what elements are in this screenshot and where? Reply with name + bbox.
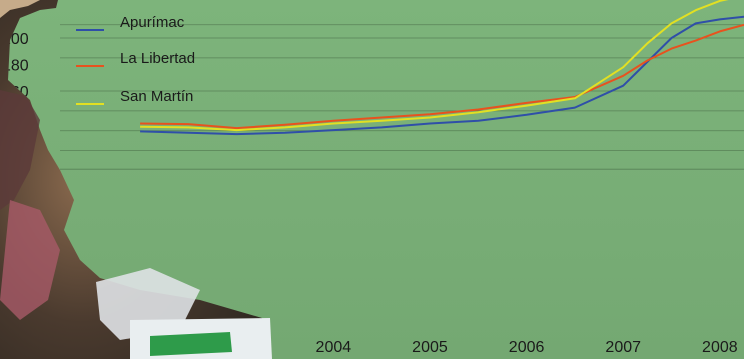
x-tick-label: 2007: [605, 339, 641, 356]
series-line-0: [140, 15, 744, 136]
legend-item-san-martin: San Martín: [76, 88, 193, 105]
legend-label-apurimac: Apurímac: [120, 14, 185, 31]
gridlines: [60, 24, 744, 170]
x-tick-label: 2006: [509, 339, 545, 356]
legend-label-la-libertad: La Libertad: [120, 50, 195, 67]
photo-overlay: [0, 0, 272, 359]
legend-item-la-libertad: La Libertad: [76, 50, 195, 67]
x-tick-label: 2004: [316, 339, 352, 356]
legend-label-san-martin: San Martín: [120, 88, 193, 105]
series-lines: [140, 0, 744, 136]
series-line-2: [140, 0, 729, 132]
legend-item-apurimac: Apurímac: [76, 14, 185, 31]
x-tick-label: 2008: [702, 339, 738, 356]
x-tick-label: 2005: [412, 339, 448, 356]
legend: Apurímac La Libertad San Martín: [76, 14, 195, 105]
series-line-1: [140, 23, 744, 130]
